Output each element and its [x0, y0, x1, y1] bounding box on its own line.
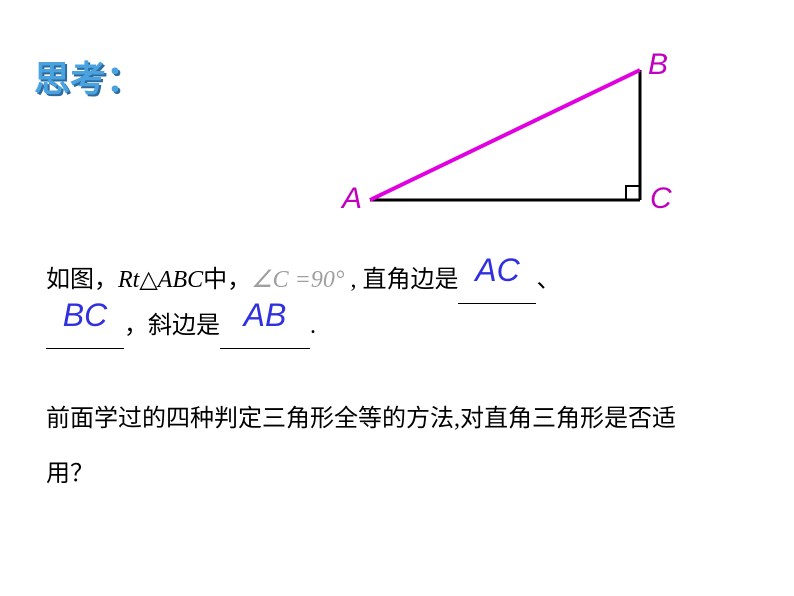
- p1-abc: ABC: [158, 267, 203, 293]
- blank-1: AC: [458, 272, 536, 303]
- blank-2-fill: BC: [46, 285, 124, 346]
- vertex-label-b: B: [648, 48, 668, 82]
- vertex-label-c: C: [650, 182, 672, 216]
- right-angle-marker: [626, 186, 640, 200]
- blank-2: BC: [46, 318, 124, 349]
- triangle-hypotenuse-ab: [370, 70, 640, 200]
- blank-3-fill: AB: [220, 285, 310, 346]
- p1-tri: △: [139, 267, 157, 293]
- paragraph-1: 如图，Rt△ABC中，∠C =90° , 直角边是AC、 BC，斜边是AB.: [46, 258, 766, 349]
- p1-mid2: ，斜边是: [124, 313, 220, 339]
- blank-3: AB: [220, 318, 310, 349]
- p1-end: .: [310, 313, 316, 339]
- paragraph-2: 前面学过的四种判定三角形全等的方法,对直角三角形是否适用？: [46, 392, 706, 502]
- p1-post-angle: , 直角边是: [344, 267, 458, 293]
- vertex-label-a: A: [342, 182, 362, 216]
- blank-1-fill: AC: [458, 240, 536, 301]
- p1-sep: 、: [536, 267, 560, 293]
